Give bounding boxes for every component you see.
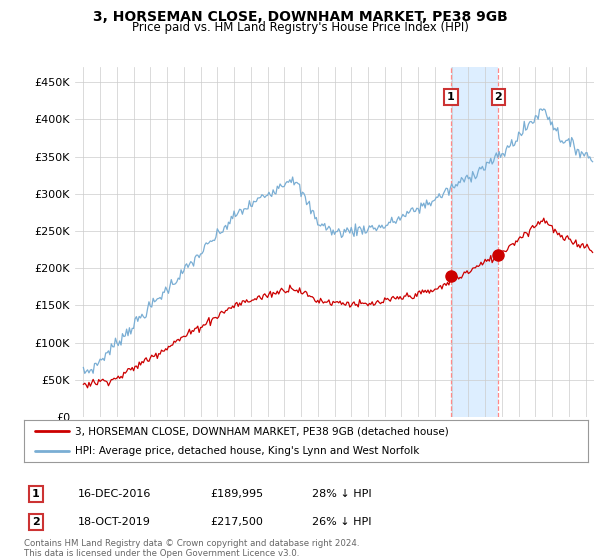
Text: 28% ↓ HPI: 28% ↓ HPI [312,489,371,499]
Text: 1: 1 [32,489,40,499]
Text: HPI: Average price, detached house, King's Lynn and West Norfolk: HPI: Average price, detached house, King… [75,446,419,456]
Text: 2: 2 [32,517,40,527]
Text: £217,500: £217,500 [210,517,263,527]
Text: £189,995: £189,995 [210,489,263,499]
Text: 1: 1 [447,92,455,102]
Bar [451,67,499,417]
Text: 26% ↓ HPI: 26% ↓ HPI [312,517,371,527]
Text: 18-OCT-2019: 18-OCT-2019 [78,517,151,527]
Text: 3, HORSEMAN CLOSE, DOWNHAM MARKET, PE38 9GB: 3, HORSEMAN CLOSE, DOWNHAM MARKET, PE38 … [92,10,508,24]
Text: 3, HORSEMAN CLOSE, DOWNHAM MARKET, PE38 9GB (detached house): 3, HORSEMAN CLOSE, DOWNHAM MARKET, PE38 … [75,426,449,436]
Text: Price paid vs. HM Land Registry's House Price Index (HPI): Price paid vs. HM Land Registry's House … [131,21,469,34]
Text: 16-DEC-2016: 16-DEC-2016 [78,489,151,499]
Text: Contains HM Land Registry data © Crown copyright and database right 2024.
This d: Contains HM Land Registry data © Crown c… [24,539,359,558]
Text: 2: 2 [494,92,502,102]
